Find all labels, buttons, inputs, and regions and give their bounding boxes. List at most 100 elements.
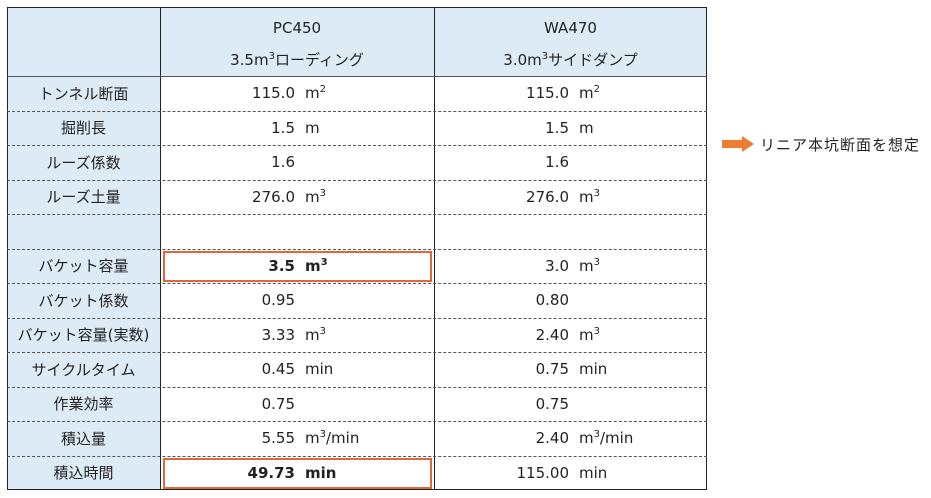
row-label: ルーズ土量 (46, 188, 121, 207)
cell-unit: m3 (305, 326, 326, 344)
row-line (7, 352, 707, 353)
spec-base: 3.0m (503, 51, 542, 69)
spec-base: 3.5m (230, 51, 269, 69)
cell-unit: min (305, 360, 333, 378)
row-label: バケット容量 (38, 257, 129, 276)
unit-sup: 2 (319, 84, 326, 95)
cell-unit: m3 (579, 257, 600, 275)
cell-unit: m3 (305, 257, 328, 275)
spec-rest: サイドダンプ (548, 51, 638, 69)
row-line (7, 421, 707, 422)
unit-base: min (305, 360, 334, 378)
unit-base: m (579, 429, 594, 447)
cell-value: 0.45 (261, 360, 295, 378)
unit-base: min (579, 360, 608, 378)
unit-rest: /min (326, 429, 360, 447)
cell-unit: min (579, 360, 607, 378)
unit-base: m (305, 429, 320, 447)
row-line (7, 317, 707, 319)
cell-value: 0.75 (535, 394, 569, 413)
cell-unit: m2 (579, 84, 600, 102)
row-line (7, 145, 707, 146)
cell-unit: min (579, 464, 607, 482)
spec-rest: ローディング (274, 51, 364, 69)
cell-unit: m3/min (579, 429, 633, 447)
cell-unit: m3 (305, 188, 326, 206)
unit-base: m (579, 187, 594, 206)
unit-sup: 3 (593, 187, 600, 199)
cell-unit: min (305, 464, 336, 482)
cell-value: 5.55 (261, 429, 295, 447)
row-line (7, 179, 707, 181)
cell-value: 3.5 (268, 256, 295, 275)
unit-base: min (305, 463, 337, 482)
unit-base: m (579, 118, 594, 137)
cell-unit: m2 (305, 84, 326, 102)
row-line (7, 283, 707, 284)
unit-base: m (579, 325, 594, 344)
cell-unit: m3/min (305, 429, 359, 447)
unit-base: min (579, 463, 608, 482)
unit-rest: /min (600, 429, 634, 447)
cell-value: 0.95 (261, 291, 295, 309)
cell-value: 0.75 (535, 360, 569, 378)
cell-value: 1.6 (545, 153, 569, 171)
cell-value: 115.0 (526, 84, 569, 102)
row-label: 積込時間 (53, 464, 114, 483)
unit-base: m (579, 84, 594, 102)
highlight-box (163, 457, 432, 489)
cell-value: 115.0 (252, 84, 295, 102)
row-label: トンネル断面 (38, 84, 129, 103)
machine-name: WA470 (544, 19, 597, 37)
unit-sup: 3 (319, 325, 326, 337)
cell-value: 3.33 (261, 325, 295, 344)
cell-value: 276.0 (252, 187, 295, 206)
cell-unit: m3 (579, 188, 600, 206)
unit-sup: 3 (593, 325, 600, 337)
unit-sup: 3 (593, 429, 600, 440)
unit-sup: 3 (593, 256, 600, 268)
machine-name: PC450 (272, 19, 322, 37)
row-line (7, 248, 707, 250)
cell-value: 3.0 (545, 256, 569, 275)
row-label: サイクルタイム (31, 360, 136, 379)
cell-value: 1.5 (545, 118, 569, 137)
unit-sup: 3 (320, 256, 328, 268)
cell-value: 2.40 (535, 325, 569, 344)
unit-base: m (305, 325, 320, 344)
spec-sup: 3 (268, 51, 275, 62)
machine-spec: 3.5m3ローディング (160, 49, 434, 70)
machine-spec: 3.0m3サイドダンプ (434, 49, 707, 70)
note: リニア本坑断面を想定 (760, 136, 921, 154)
row-line (7, 455, 707, 457)
cell-value: 0.80 (535, 291, 569, 309)
row-label: 掘削長 (60, 119, 106, 138)
row-line (7, 110, 707, 112)
unit-base: m (305, 256, 321, 275)
spec-sup: 3 (541, 51, 549, 62)
cell-unit: m (305, 119, 320, 137)
highlight-box (163, 250, 432, 282)
unit-base: m (579, 256, 594, 275)
row-label: 作業効率 (53, 395, 114, 414)
row-label: バケット容量(実数) (17, 326, 150, 345)
row-line (7, 214, 707, 215)
cell-value: 1.5 (271, 118, 295, 137)
unit-sup: 2 (593, 84, 600, 95)
cell-unit: m3 (579, 326, 600, 344)
cell-value: 1.6 (271, 153, 295, 171)
cell-value: 49.73 (247, 463, 295, 482)
cell-value: 0.75 (261, 394, 295, 413)
row-label: ルーズ係数 (46, 153, 121, 172)
row-label: 積込量 (60, 429, 106, 448)
arrow (722, 136, 754, 152)
unit-base: m (305, 84, 320, 102)
cell-unit: m (579, 119, 594, 137)
unit-base: m (305, 118, 320, 137)
cell-value: 115.00 (516, 463, 570, 482)
row-line (7, 386, 707, 388)
unit-base: m (305, 187, 320, 206)
row-line (7, 76, 707, 77)
unit-sup: 3 (319, 429, 326, 440)
